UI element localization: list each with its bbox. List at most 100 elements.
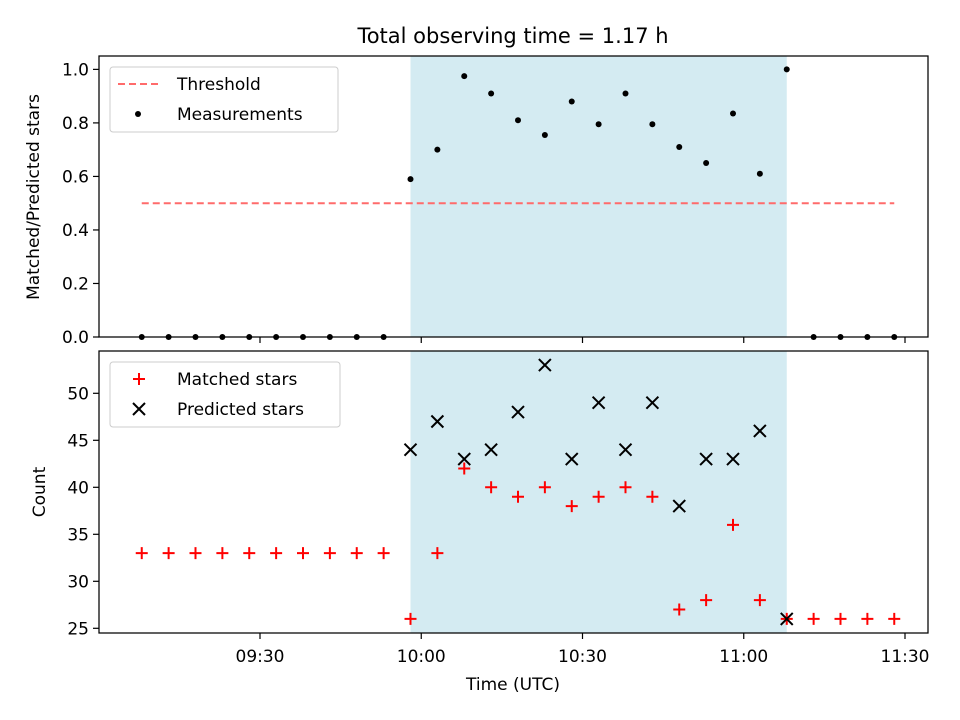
count-marks [135, 358, 901, 626]
matched-stars-point [727, 518, 739, 531]
chart-title: Total observing time = 1.17 h [356, 24, 668, 48]
matched-stars-point [592, 490, 605, 503]
predicted-stars-point [403, 442, 418, 457]
count-y-tick-label: 40 [67, 478, 89, 498]
matched-stars-point [538, 481, 551, 494]
matched-stars-point [512, 490, 524, 503]
measurements-point [756, 170, 763, 177]
measurements-point [434, 146, 441, 153]
measurements-point [515, 117, 521, 124]
matched-stars-point [673, 603, 686, 616]
count-legend-box [109, 361, 341, 428]
x-tick-label: 10:30 [558, 647, 607, 667]
ratio-y-ticks: 0.0 0.2 0.4 0.6 0.8 1.0 [62, 60, 99, 348]
predicted-stars-point [511, 405, 525, 419]
x-tick-label: 09:30 [236, 647, 285, 667]
matched-stars-point [485, 481, 498, 494]
predicted-stars-point [565, 452, 579, 466]
predicted-legend-label: Predicted stars [177, 400, 304, 420]
measurements-point [541, 131, 548, 138]
matched-stars-point [350, 547, 363, 560]
matched-stars-point [377, 547, 390, 560]
count-panel: 25 30 35 40 45 50 09:30 10:00 10:30 11:00 11:30 C… [30, 350, 930, 695]
matched-stars-point [861, 612, 874, 625]
ratio-y-tick-label: 0.2 [62, 274, 89, 294]
count-y-tick-label: 50 [67, 384, 89, 404]
measurements-point [730, 110, 736, 117]
count-axes-frame [98, 350, 929, 634]
predicted-stars-point [618, 442, 633, 457]
measurements-point [676, 143, 683, 150]
matched-stars-point [431, 547, 444, 560]
matched-stars-point [323, 547, 336, 560]
matched-stars-point [458, 462, 471, 475]
predicted-stars-point [484, 442, 498, 457]
ratio-y-tick-label: 0.8 [62, 114, 89, 134]
matched-stars-point [162, 547, 175, 560]
x-axis-label: Time (UTC) [465, 675, 560, 695]
ratio-legend: Threshold Measurements [109, 66, 339, 133]
predicted-stars-point [699, 452, 713, 466]
ratio-y-axis-label: Matched/Predicted stars [24, 94, 44, 300]
matched-stars-point [646, 490, 659, 503]
matched-stars-point [270, 547, 283, 560]
measurements-point [595, 121, 602, 128]
measurements-point [783, 66, 790, 73]
ratio-shaded-interval [410, 56, 787, 337]
count-y-ticks: 25 30 35 40 45 50 [67, 384, 99, 639]
predicted-stars-point [672, 499, 686, 513]
matched-stars-point [135, 547, 148, 560]
predicted-stars-point [753, 424, 767, 438]
count-x-ticks: 09:30 10:00 10:30 11:00 11:30 [236, 633, 930, 667]
ratio-y-tick-label: 1.0 [62, 60, 89, 80]
measurements-point [622, 90, 629, 97]
count-y-axis-label: Count [30, 466, 50, 517]
count-y-tick-label: 35 [67, 525, 89, 545]
matched-stars-point [297, 547, 309, 560]
matched-legend-label: Matched stars [177, 370, 297, 390]
measurements-legend-label: Measurements [177, 105, 303, 125]
matched-stars-point [807, 612, 820, 625]
x-tick-label: 11:30 [881, 647, 930, 667]
threshold-legend-label: Threshold [176, 75, 261, 95]
count-legend: Matched stars Predicted stars [109, 361, 341, 428]
predicted-stars-point [591, 395, 606, 410]
predicted-stars-point [430, 414, 445, 429]
matched-stars-point [753, 594, 766, 607]
matched-legend-swatch [133, 373, 145, 385]
matched-stars-point [834, 612, 847, 625]
predicted-stars-point [538, 358, 552, 372]
measurements-point [568, 98, 575, 105]
ratio-x-ticks [259, 337, 906, 343]
ratio-legend-box [109, 66, 339, 133]
predicted-stars-point [457, 452, 471, 466]
matched-stars-point [619, 481, 632, 494]
predicted-legend-swatch [132, 402, 146, 416]
count-y-tick-label: 30 [67, 572, 89, 592]
measurements-point [703, 160, 710, 167]
matched-stars-point [565, 500, 578, 513]
ratio-y-tick-label: 0.0 [62, 328, 89, 348]
predicted-stars-point [726, 452, 740, 466]
matched-stars-point [888, 612, 901, 625]
matched-stars-point [216, 547, 229, 560]
count-y-tick-label: 45 [67, 431, 89, 451]
matched-stars-point [189, 547, 202, 560]
x-tick-label: 11:00 [719, 647, 768, 667]
ratio-y-tick-label: 0.4 [62, 221, 89, 241]
measurements-point [407, 176, 414, 183]
ratio-axes-frame [98, 55, 929, 338]
ratio-panel: 0.0 0.2 0.4 0.6 0.8 1.0 Matched/Predicted sta… [24, 55, 929, 348]
measurements-legend-swatch [135, 111, 141, 117]
measurements-point [461, 73, 468, 80]
matched-stars-point [700, 594, 713, 607]
predicted-stars-point [780, 612, 794, 626]
predicted-stars-point [645, 395, 660, 410]
x-tick-label: 10:00 [397, 647, 446, 667]
count-y-tick-label: 25 [67, 619, 89, 639]
matched-stars-point [404, 612, 417, 625]
ratio-y-tick-label: 0.6 [62, 167, 89, 187]
measurements-point [649, 121, 656, 128]
matched-stars-point [243, 547, 256, 560]
